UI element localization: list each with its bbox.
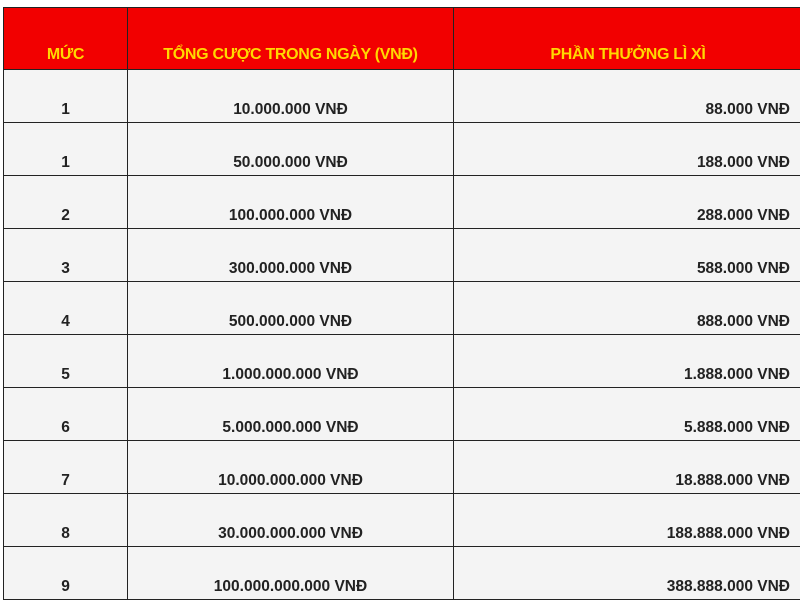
- reward-cell: 18.888.000 VNĐ: [454, 441, 800, 494]
- reward-cell: 1.888.000 VNĐ: [454, 335, 800, 388]
- header-reward: PHẦN THƯỞNG LÌ XÌ: [454, 8, 800, 70]
- reward-cell: 388.888.000 VNĐ: [454, 547, 800, 600]
- header-row: MỨC TỔNG CƯỢC TRONG NGÀY (VNĐ) PHẦN THƯỞ…: [4, 8, 800, 70]
- level-cell: 9: [4, 547, 128, 600]
- reward-cell: 88.000 VNĐ: [454, 70, 800, 123]
- daily-bet-cell: 100.000.000 VNĐ: [128, 176, 454, 229]
- daily-bet-cell: 10.000.000.000 VNĐ: [128, 441, 454, 494]
- daily-bet-cell: 50.000.000 VNĐ: [128, 123, 454, 176]
- level-cell: 2: [4, 176, 128, 229]
- reward-cell: 588.000 VNĐ: [454, 229, 800, 282]
- reward-cell: 888.000 VNĐ: [454, 282, 800, 335]
- level-cell: 8: [4, 494, 128, 547]
- header-daily-bet: TỔNG CƯỢC TRONG NGÀY (VNĐ): [128, 8, 454, 70]
- reward-cell: 188.888.000 VNĐ: [454, 494, 800, 547]
- daily-bet-cell: 10.000.000 VNĐ: [128, 70, 454, 123]
- daily-bet-cell: 5.000.000.000 VNĐ: [128, 388, 454, 441]
- header-level: MỨC: [4, 8, 128, 70]
- reward-cell: 5.888.000 VNĐ: [454, 388, 800, 441]
- reward-cell: 188.000 VNĐ: [454, 123, 800, 176]
- level-cell: 3: [4, 229, 128, 282]
- level-cell: 7: [4, 441, 128, 494]
- level-cell: 1: [4, 123, 128, 176]
- level-cell: 5: [4, 335, 128, 388]
- daily-bet-cell: 30.000.000.000 VNĐ: [128, 494, 454, 547]
- reward-cell: 288.000 VNĐ: [454, 176, 800, 229]
- level-cell: 4: [4, 282, 128, 335]
- level-cell: 1: [4, 70, 128, 123]
- daily-bet-cell: 300.000.000 VNĐ: [128, 229, 454, 282]
- level-cell: 6: [4, 388, 128, 441]
- reward-table: MỨC TỔNG CƯỢC TRONG NGÀY (VNĐ) PHẦN THƯỞ…: [3, 7, 800, 600]
- daily-bet-cell: 500.000.000 VNĐ: [128, 282, 454, 335]
- daily-bet-cell: 1.000.000.000 VNĐ: [128, 335, 454, 388]
- daily-bet-cell: 100.000.000.000 VNĐ: [128, 547, 454, 600]
